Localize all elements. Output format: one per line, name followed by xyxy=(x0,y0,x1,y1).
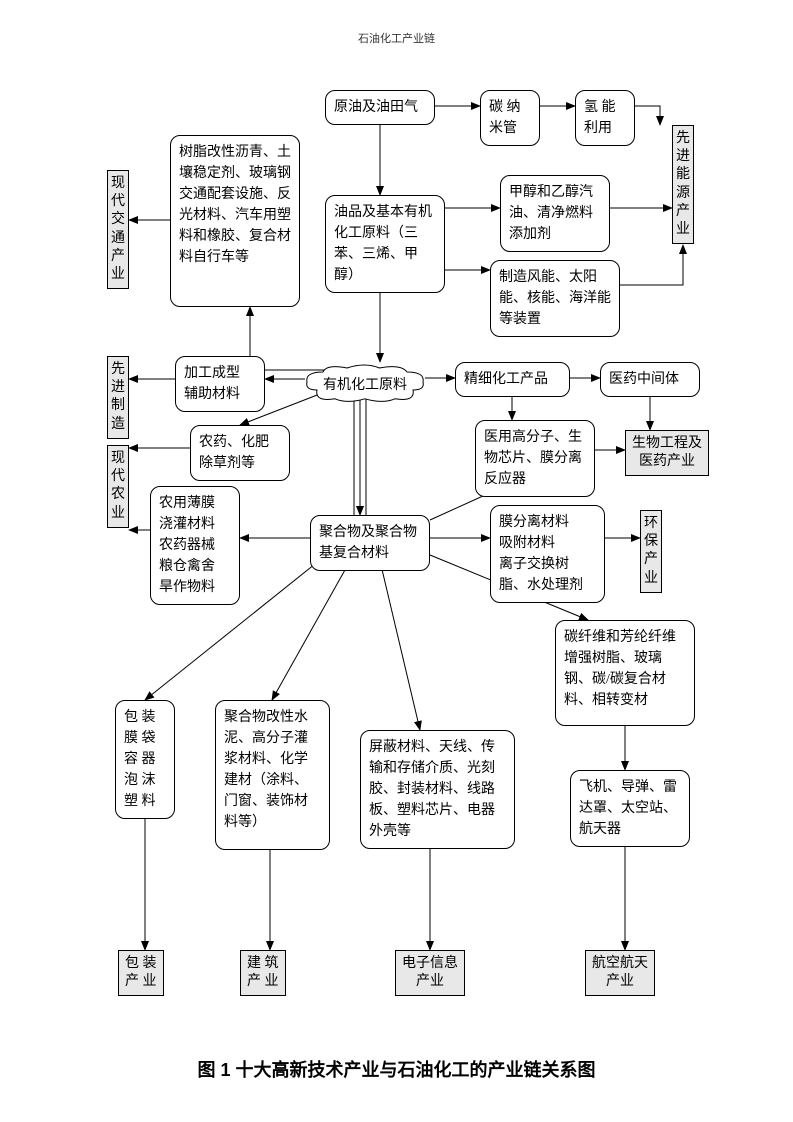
node-n7: 制造风能、太阳能、核能、海洋能等装置 xyxy=(490,260,620,337)
industry-v5: 环保产业 xyxy=(640,510,662,593)
node-n3: 氢 能 利用 xyxy=(575,90,635,146)
industry-h3: 建 筑 产 业 xyxy=(240,950,286,996)
industry-v4: 现代农业 xyxy=(107,445,129,528)
node-n16: 膜分离材料 吸附材料 离子交换树 脂、水处理剂 xyxy=(490,505,605,603)
industry-v1: 现代交通产业 xyxy=(107,170,129,289)
industry-h4: 电子信息 产业 xyxy=(395,950,465,996)
node-n14: 农用薄膜 浇灌材料 农药器械 粮仓禽舍 旱作物料 xyxy=(150,486,240,605)
node-n13: 医用高分子、生物芯片、膜分离反应器 xyxy=(475,420,595,497)
node-n1: 原油及油田气 xyxy=(325,90,435,125)
node-n17: 碳纤维和芳纶纤维增强树脂、玻璃钢、碳/碳复合材料、相转变材 xyxy=(555,620,695,726)
industry-h1: 生物工程及 医药产业 xyxy=(625,430,709,476)
industry-h5: 航空航天 产业 xyxy=(585,950,655,996)
industry-v2: 先进能源产业 xyxy=(672,125,694,244)
industry-h2: 包 装 产 业 xyxy=(118,950,164,996)
node-n15: 聚合物及聚合物基复合材料 xyxy=(310,515,430,571)
node-n4: 树脂改性沥青、土壤稳定剂、玻璃钢交通配套设施、反光材料、汽车用塑料和橡胶、复合材… xyxy=(170,135,300,307)
node-n18: 包 装 膜 袋 容 器 泡 沫 塑 料 xyxy=(115,700,175,819)
industry-v3: 先进制造 xyxy=(107,356,129,439)
figure-caption: 图 1 十大高新技术产业与石油化工的产业链关系图 xyxy=(0,1056,793,1082)
node-n20: 屏蔽材料、天线、传输和存储介质、光刻胶、封装材料、线路板、塑料芯片、电器外壳等 xyxy=(360,730,515,849)
page-header: 石油化工产业链 xyxy=(0,30,793,46)
node-n19: 聚合物改性水泥、高分子灌浆材料、化学建材（涂料、门窗、装饰材料等） xyxy=(215,700,330,850)
node-n12: 农药、化肥 除草剂等 xyxy=(190,425,290,481)
node-n2: 碳 纳 米管 xyxy=(480,90,540,146)
node-n11: 医药中间体 xyxy=(600,362,700,397)
node-n21: 飞机、导弹、雷达罩、太空站、航天器 xyxy=(570,770,690,847)
node-n8: 加工成型 辅助材料 xyxy=(175,356,265,412)
node-n6: 甲醇和乙醇汽油、清净燃料添加剂 xyxy=(500,175,610,252)
node-n9: 有机化工原料 xyxy=(305,362,425,406)
node-n5: 油品及基本有机化工原料（三苯、三烯、甲醇） xyxy=(325,195,445,293)
node-n10: 精细化工产品 xyxy=(455,362,570,397)
